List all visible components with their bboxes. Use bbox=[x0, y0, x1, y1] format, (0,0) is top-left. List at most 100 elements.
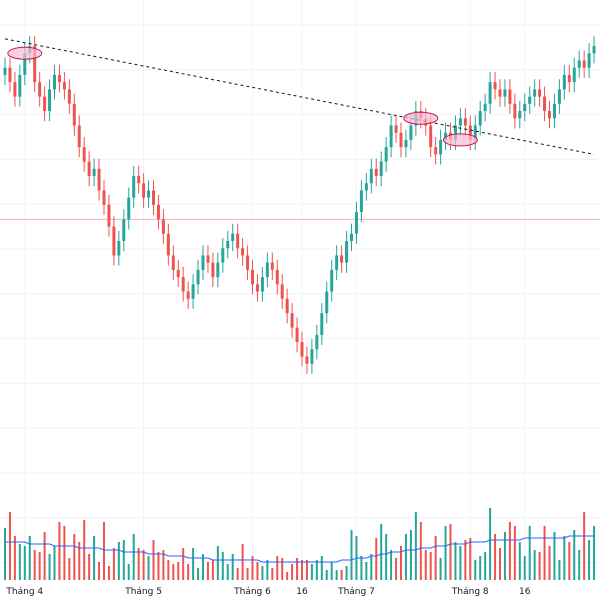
volume-bar bbox=[216, 546, 219, 580]
candle-body bbox=[236, 233, 240, 249]
candle-body bbox=[379, 161, 383, 177]
candle-body bbox=[251, 269, 254, 285]
candle-body bbox=[285, 298, 289, 314]
candle-body bbox=[468, 125, 472, 140]
candle-body bbox=[320, 313, 324, 335]
volume-bar bbox=[117, 542, 120, 580]
candle-body bbox=[508, 89, 512, 104]
highlight-ellipses[interactable] bbox=[7, 46, 478, 147]
volume-bar bbox=[310, 564, 313, 580]
x-tick-label: 16 bbox=[519, 587, 531, 597]
candle-body bbox=[82, 147, 86, 162]
candle-body bbox=[483, 103, 487, 112]
volume-bar bbox=[454, 542, 457, 580]
volume-bar bbox=[414, 512, 417, 580]
volume-bar bbox=[98, 562, 101, 580]
volume-bar bbox=[43, 532, 46, 580]
volume-bar bbox=[147, 556, 150, 580]
trendline[interactable] bbox=[4, 38, 595, 155]
highlight-ellipse bbox=[403, 111, 439, 125]
volume-bar bbox=[424, 550, 427, 580]
candle-body bbox=[186, 291, 190, 299]
volume-bar bbox=[296, 558, 299, 580]
candle-body bbox=[567, 74, 571, 83]
volume-bar bbox=[93, 536, 96, 580]
volume-bar bbox=[206, 562, 209, 580]
volume-bar bbox=[558, 560, 561, 580]
candle-body bbox=[404, 139, 408, 148]
candle-body bbox=[206, 255, 210, 263]
volume-bar bbox=[266, 560, 269, 580]
volume-bar bbox=[404, 534, 407, 580]
volume-bar bbox=[385, 534, 388, 580]
trendline-dashed bbox=[4, 38, 595, 155]
volume-bar bbox=[360, 556, 363, 580]
volume-bar bbox=[538, 552, 541, 580]
volume-bar bbox=[281, 558, 284, 580]
volume-bar bbox=[350, 530, 353, 580]
volume-bar bbox=[459, 546, 462, 580]
candle-body bbox=[102, 190, 106, 205]
volume-bar bbox=[83, 520, 86, 580]
candle-body bbox=[246, 255, 250, 270]
candle-body bbox=[369, 168, 373, 184]
volume-bar bbox=[23, 546, 26, 580]
candle-body bbox=[112, 226, 116, 256]
volume-bar bbox=[107, 566, 110, 580]
volume-bar bbox=[157, 552, 160, 580]
volume-bar bbox=[122, 540, 125, 580]
volume-bar bbox=[365, 562, 368, 580]
volume-bar bbox=[226, 564, 229, 580]
candle-body bbox=[33, 46, 37, 83]
volume-bar bbox=[325, 570, 328, 580]
volume-bar bbox=[286, 572, 289, 580]
volume-bar bbox=[236, 568, 239, 580]
candle-body bbox=[473, 125, 477, 140]
volume-bar bbox=[553, 532, 556, 580]
volume-bar bbox=[429, 552, 432, 580]
candle-body bbox=[557, 89, 561, 104]
candle-body bbox=[444, 132, 448, 140]
volume-bar bbox=[261, 566, 264, 580]
candle-body bbox=[498, 89, 502, 97]
candle-body bbox=[295, 327, 299, 343]
volume-bar bbox=[305, 560, 308, 580]
volume-bar bbox=[434, 536, 437, 580]
candle-body bbox=[142, 183, 146, 198]
candle-body bbox=[587, 53, 591, 68]
volume-bar bbox=[231, 554, 234, 580]
volume-moving-average bbox=[5, 535, 595, 563]
volume-bar bbox=[494, 534, 497, 580]
candle-body bbox=[538, 89, 542, 97]
volume-bar bbox=[593, 526, 596, 580]
candle-body bbox=[62, 82, 66, 90]
candle-body bbox=[325, 291, 329, 314]
volume-bar bbox=[78, 542, 81, 580]
candle-body bbox=[310, 349, 314, 364]
volume-bar bbox=[568, 542, 571, 580]
volume-bar bbox=[246, 568, 249, 580]
volume-bar bbox=[8, 512, 11, 580]
volume-bar bbox=[162, 550, 165, 580]
candle-body bbox=[548, 111, 551, 119]
volume-bar bbox=[48, 554, 51, 580]
volume-bar bbox=[335, 570, 338, 580]
price-candles[interactable] bbox=[3, 35, 596, 374]
candle-body bbox=[226, 241, 230, 249]
candle-body bbox=[3, 67, 7, 75]
candle-body bbox=[181, 277, 185, 292]
candle-body bbox=[122, 219, 126, 241]
volume-bars bbox=[4, 508, 596, 580]
volume-bar bbox=[38, 552, 41, 580]
volume-bar bbox=[503, 532, 506, 580]
candle-body bbox=[552, 103, 556, 119]
volume-bar bbox=[177, 562, 180, 580]
volume-bar bbox=[390, 550, 393, 580]
volume-bar bbox=[172, 564, 175, 580]
volume-bar bbox=[137, 548, 140, 580]
volume-bar bbox=[563, 536, 566, 580]
volume-bar bbox=[588, 540, 591, 580]
candle-body bbox=[231, 233, 235, 241]
